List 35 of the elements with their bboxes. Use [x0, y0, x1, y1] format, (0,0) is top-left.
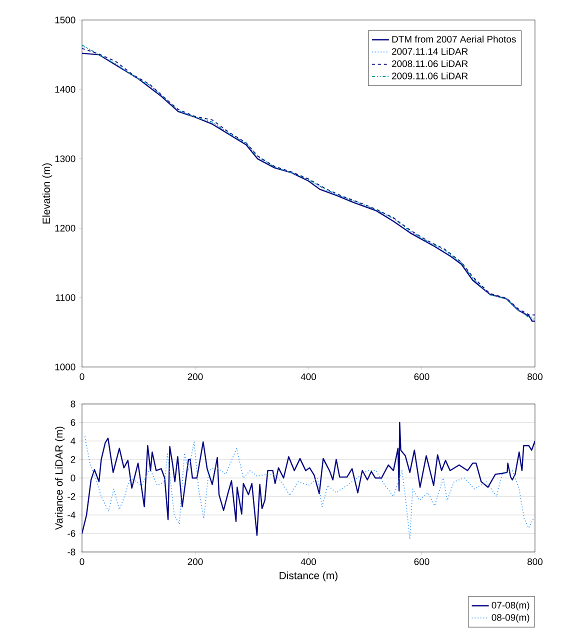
x-tick-label: 0: [80, 373, 84, 380]
y-tick-label: -4: [68, 512, 76, 518]
y-tick-label: -8: [68, 548, 76, 556]
y-tick-label: 6: [70, 419, 76, 426]
legend-label: 2007.11.14 LiDAR: [392, 48, 468, 55]
y-tick-label: 1200: [55, 224, 76, 232]
y-tick-label: 1400: [55, 86, 76, 93]
y-tick-label: 1100: [56, 294, 76, 301]
y-tick-label: 1300: [55, 155, 76, 162]
y-tick-label: -6: [68, 530, 76, 537]
y-tick-label: 4: [70, 438, 76, 444]
legend-label: 2008.11.06 LiDAR: [392, 60, 468, 68]
y-tick-label: 1500: [55, 16, 76, 24]
y-axis-title: Variance of LiDAR (m): [54, 426, 65, 530]
x-tick-label: 600: [414, 373, 430, 380]
x-tick-label: 400: [300, 373, 316, 380]
legend-label: 07-08(m): [492, 602, 530, 610]
legend-label: DTM from 2007 Aerial Photos: [392, 36, 516, 43]
legend-label: 2009.11.06 LiDAR: [392, 72, 468, 80]
x-tick-label: 800: [528, 558, 543, 566]
x-tick-label: 600: [414, 558, 430, 566]
y-tick-label: 2: [70, 456, 76, 463]
y-tick-label: -2: [68, 493, 76, 500]
x-tick-label: 400: [300, 558, 316, 566]
y-tick-label: 1000: [55, 364, 76, 370]
y-tick-label: 8: [70, 400, 76, 408]
x-tick-label: 800: [528, 373, 543, 380]
legend-label: 08-09(m): [492, 614, 530, 623]
y-axis-title: Elevation (m): [42, 163, 52, 224]
x-axis-title: Distance (m): [280, 572, 338, 582]
x-tick-label: 200: [188, 373, 203, 380]
y-tick-label: 0: [70, 474, 76, 482]
x-tick-label: 200: [188, 558, 203, 566]
x-tick-label: 0: [80, 558, 84, 566]
line-series: [82, 422, 535, 536]
